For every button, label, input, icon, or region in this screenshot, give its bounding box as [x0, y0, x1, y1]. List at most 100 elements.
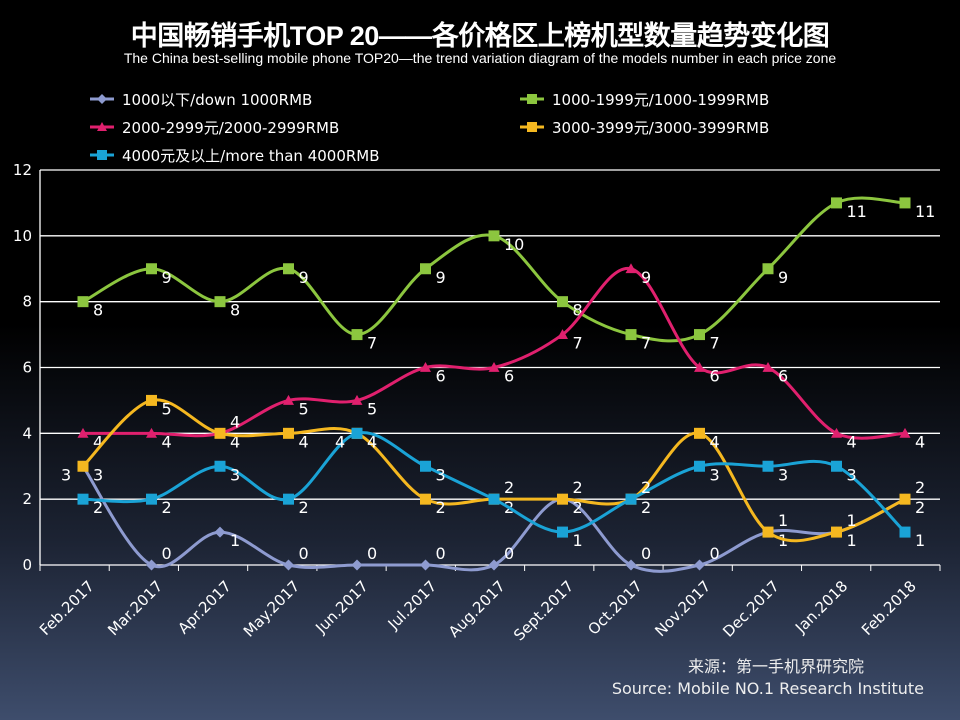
- data-point: [762, 263, 774, 275]
- data-point: [831, 526, 842, 538]
- legend-item[interactable]: 2000-2999元/2000-2999RMB: [90, 119, 339, 137]
- data-point: [557, 526, 568, 538]
- data-label: 9: [299, 268, 309, 287]
- data-label: 3: [61, 465, 71, 484]
- x-tick-label: Feb.2017: [36, 577, 98, 639]
- data-point: [420, 362, 431, 372]
- x-tick-label: Dec.2017: [719, 577, 783, 641]
- data-point: [625, 329, 637, 341]
- data-point: [488, 362, 500, 372]
- source-note: 来源：第一手机界研究院 Source: Mobile NO.1 Research…: [612, 656, 924, 700]
- data-label: 3: [778, 465, 788, 484]
- y-tick-label: 0: [22, 556, 32, 574]
- data-label: 4: [915, 432, 925, 451]
- source-cn: 来源：第一手机界研究院: [687, 657, 864, 676]
- data-label: 3: [230, 465, 240, 484]
- data-label: 0: [367, 544, 377, 563]
- data-label: 11: [915, 202, 935, 221]
- data-label: 8: [230, 301, 240, 320]
- data-point: [557, 329, 568, 339]
- y-tick-label: 8: [22, 293, 32, 311]
- data-point: [488, 559, 500, 571]
- data-point: [283, 394, 294, 405]
- legend-item[interactable]: 3000-3999元/3000-3999RMB: [520, 119, 769, 137]
- x-tick-label: Apr.2017: [174, 577, 234, 637]
- data-label: 2: [573, 498, 583, 517]
- data-point: [283, 427, 294, 439]
- legend-label: 4000元及以上/more than 4000RMB: [122, 147, 380, 165]
- data-point: [831, 460, 842, 472]
- legend-item[interactable]: 1000以下/down 1000RMB: [90, 91, 312, 109]
- data-point: [899, 427, 911, 438]
- legend-item[interactable]: 4000元及以上/more than 4000RMB: [90, 147, 380, 165]
- y-tick-label: 6: [22, 359, 32, 377]
- data-label: 9: [641, 268, 651, 287]
- data-point: [351, 427, 363, 439]
- legend-label: 1000-1999元/1000-1999RMB: [552, 91, 769, 109]
- data-point: [97, 94, 107, 104]
- chart-subtitle: The China best-selling mobile phone TOP2…: [123, 50, 837, 66]
- data-point: [77, 493, 89, 505]
- data-label: 4: [230, 412, 240, 431]
- y-tick-label: 2: [22, 490, 32, 508]
- data-point: [625, 263, 637, 274]
- data-point: [351, 559, 363, 571]
- data-label: 7: [710, 334, 720, 353]
- source-en: Source: Mobile NO.1 Research Institute: [611, 679, 924, 698]
- data-point: [694, 559, 705, 571]
- data-label: 2: [299, 498, 309, 517]
- data-point: [694, 329, 705, 341]
- data-point: [762, 526, 774, 538]
- data-label: 1: [778, 511, 788, 530]
- data-point: [97, 150, 107, 160]
- data-point: [77, 296, 89, 308]
- data-point: [214, 460, 226, 472]
- legend-item[interactable]: 1000-1999元/1000-1999RMB: [520, 91, 769, 109]
- data-label: 5: [162, 399, 172, 418]
- data-point: [899, 526, 911, 538]
- data-label: 9: [162, 268, 172, 287]
- legend-label: 3000-3999元/3000-3999RMB: [552, 119, 769, 137]
- data-point: [351, 394, 363, 405]
- series-1: 8 9 8 9 7 9 10 8 7 7 9 11 11: [77, 196, 935, 353]
- data-point: [214, 296, 226, 308]
- data-label: 4: [335, 432, 345, 451]
- data-point: [557, 493, 568, 505]
- x-tick-label: Jun.2017: [311, 577, 371, 637]
- data-point: [351, 329, 363, 341]
- data-label: 11: [847, 202, 867, 221]
- data-label: 4: [93, 432, 103, 451]
- data-label: 0: [436, 544, 446, 563]
- legend-label: 1000以下/down 1000RMB: [122, 91, 312, 109]
- data-label: 7: [367, 334, 377, 353]
- x-tick-label: Jul.2017: [384, 577, 441, 634]
- data-label: 2: [573, 478, 583, 497]
- data-label: 2: [915, 478, 925, 497]
- data-label: 9: [778, 268, 788, 287]
- data-point: [527, 94, 537, 104]
- x-tick-label: Feb.2018: [858, 577, 920, 639]
- data-label: 9: [436, 268, 446, 287]
- data-point: [527, 122, 537, 132]
- x-tick-label: Oct.2017: [584, 577, 645, 638]
- data-point: [146, 427, 157, 438]
- y-tick-label: 10: [13, 227, 32, 245]
- data-point: [694, 362, 705, 372]
- data-point: [420, 493, 431, 505]
- data-label: 4: [367, 432, 377, 451]
- data-point: [146, 263, 157, 275]
- data-point: [146, 559, 157, 571]
- data-point: [283, 263, 294, 275]
- data-label: 6: [710, 367, 720, 386]
- x-tick-label: Sept.2017: [510, 577, 577, 644]
- data-point: [899, 197, 911, 209]
- data-label: 4: [162, 432, 172, 451]
- data-point: [97, 122, 107, 131]
- data-label: 5: [299, 399, 309, 418]
- data-label: 3: [847, 465, 857, 484]
- data-label: 2: [915, 498, 925, 517]
- data-point: [831, 427, 842, 438]
